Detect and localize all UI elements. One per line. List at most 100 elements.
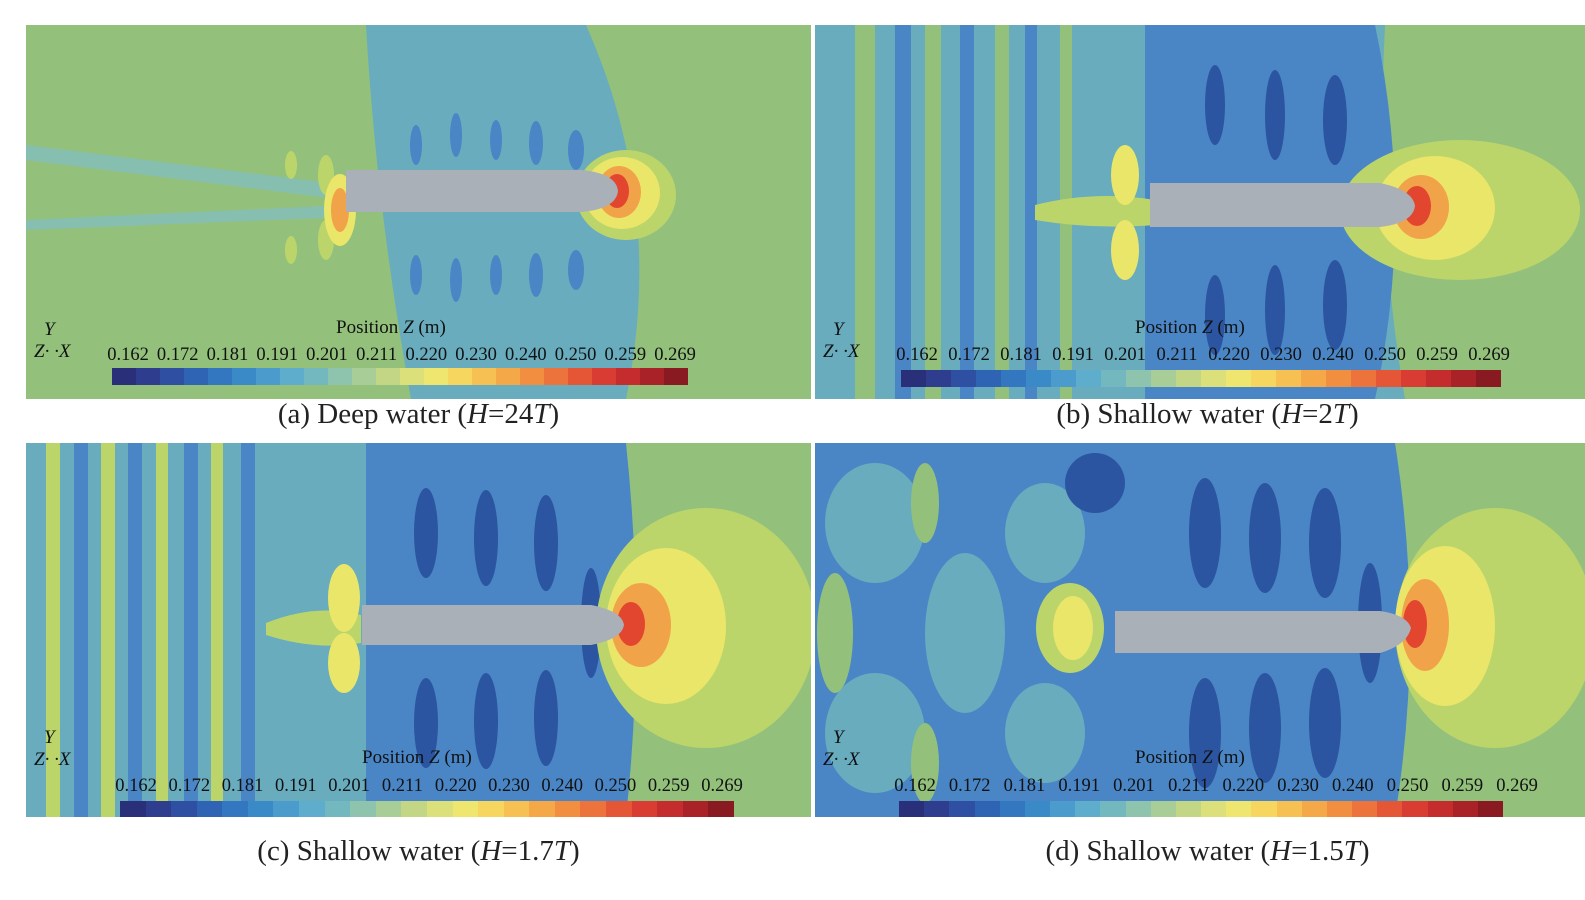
colorbar-swatch [1376,370,1401,387]
colorbar-tick-label: 0.269 [1496,776,1538,796]
colorbar-swatch [949,801,975,817]
colorbar-title-c: Position Z (m) [362,747,472,768]
colorbar-swatch [974,801,1000,817]
colorbar-swatch [1125,801,1151,817]
colorbar-swatch [299,801,325,817]
colorbar-swatch [472,368,496,385]
colorbar-swatch [478,801,504,817]
colorbar-tick-label: 0.211 [1156,345,1198,365]
colorbar-tick-label: 0.162 [896,345,938,365]
colorbar-swatch [1377,801,1403,817]
colorbar-swatch [1226,801,1252,817]
contour-field-a [26,25,811,399]
caption-d: (d) Shallow water (H=1.5T) [1045,835,1370,867]
colorbar-swatch [376,368,400,385]
colorbar-swatch [352,368,376,385]
colorbar-swatch [1001,370,1026,387]
axis-y-label: Y [44,319,55,340]
colorbar-tick-label: 0.181 [1003,776,1046,796]
colorbar-swatch [1251,370,1276,387]
colorbar-tick-label: 0.250 [594,776,637,796]
colorbar-title-a: Position Z (m) [336,317,446,338]
colorbar-tick-label: 0.181 [1000,345,1042,365]
panel-d: Y Z· ·X Position Z (m) 0.162 0.172 0.181 0.… [815,443,1585,817]
colorbar-tick-label: 0.201 [1113,776,1155,796]
colorbar-tick-label: 0.240 [1332,776,1374,796]
colorbar-swatch [1075,801,1101,817]
caption-c: (c) Shallow water (H=1.7T) [257,835,580,867]
colorbar-tick-label: 0.230 [1260,345,1302,365]
colorbar-swatch [592,368,616,385]
colorbar-swatch [256,368,280,385]
colorbar-swatch [657,801,683,817]
panel-a: Y Z· ·X Position Z (m) 0.162 0.172 0.181 0.… [26,25,811,399]
colorbar-swatch [350,801,376,817]
caption-a: (a) Deep water (H=24T) [277,398,560,430]
colorbar-swatch [1352,801,1378,817]
colorbar-swatch [1201,801,1227,817]
colorbar-swatch [1301,801,1327,817]
colorbar-tick-label: 0.250 [554,345,597,365]
axis-zx-label: Z· ·X [34,341,71,362]
colorbar-swatch [544,368,568,385]
colorbar-tick-label: 0.259 [647,776,690,796]
colorbar-swatch [1427,801,1453,817]
colorbar-swatch [926,370,951,387]
panel-b: Y Z· ·X Position Z (m) 0.162 0.172 0.181 0.… [815,25,1585,399]
colorbar-swatch [568,368,592,385]
colorbar-swatch [1451,370,1476,387]
colorbar-swatch [520,368,544,385]
colorbar-swatch [171,801,197,817]
colorbar-tick-label: 0.220 [1222,776,1265,796]
colorbar-swatch [1476,370,1501,387]
colorbar-swatch [424,368,448,385]
colorbar-tick-label: 0.211 [356,345,398,365]
colorbar-tick-label: 0.181 [206,345,249,365]
colorbar-swatch [1402,801,1428,817]
colorbar-swatch [1251,801,1277,817]
colorbar-tick-label: 0.240 [1312,345,1354,365]
colorbar-tick-label: 0.269 [701,776,743,796]
colorbar-tick-label: 0.172 [948,776,991,796]
colorbar-swatch [605,801,632,817]
colorbar-swatch [196,801,223,817]
colorbar-tick-label: 0.230 [488,776,530,796]
colorbar-swatch [529,801,555,817]
colorbar-d [899,801,1504,817]
colorbar-c [120,801,734,817]
colorbar-swatch [901,370,926,387]
colorbar-swatch [375,801,402,817]
colorbar-swatch [554,801,581,817]
colorbar-swatch [448,368,472,385]
axis-y-label: Y [44,727,55,748]
colorbar-swatch [324,801,351,817]
axis-zx-label: Z· ·X [823,749,860,770]
colorbar-swatch [708,801,734,817]
colorbar-swatch [1401,370,1426,387]
colorbar-tick-label: 0.191 [256,345,298,365]
colorbar-tick-label: 0.220 [1208,345,1250,365]
colorbar-swatch [1175,801,1202,817]
colorbar-swatch [273,801,300,817]
axis-y-label: Y [833,727,844,748]
colorbar-swatch [1101,370,1126,387]
colorbar-swatch [1050,801,1076,817]
colorbar-tick-label: 0.259 [1416,345,1458,365]
colorbar-tick-label: 0.172 [168,776,211,796]
colorbar-tick-label: 0.191 [1058,776,1100,796]
colorbar-swatch [304,368,328,385]
colorbar-swatch [999,801,1025,817]
colorbar-swatch [280,368,304,385]
colorbar-tick-label: 0.269 [1468,345,1510,365]
colorbar-tick-label: 0.230 [455,345,497,365]
colorbar-swatch [1100,801,1126,817]
colorbar-tick-label: 0.162 [107,345,149,365]
colorbar-b [901,370,1501,387]
colorbar-swatch [1226,370,1251,387]
colorbar-a [112,368,688,385]
colorbar-swatch [1326,801,1353,817]
colorbar-swatch [503,801,530,817]
colorbar-tick-label: 0.201 [328,776,370,796]
colorbar-swatch [120,801,146,817]
colorbar-swatch [1076,370,1101,387]
